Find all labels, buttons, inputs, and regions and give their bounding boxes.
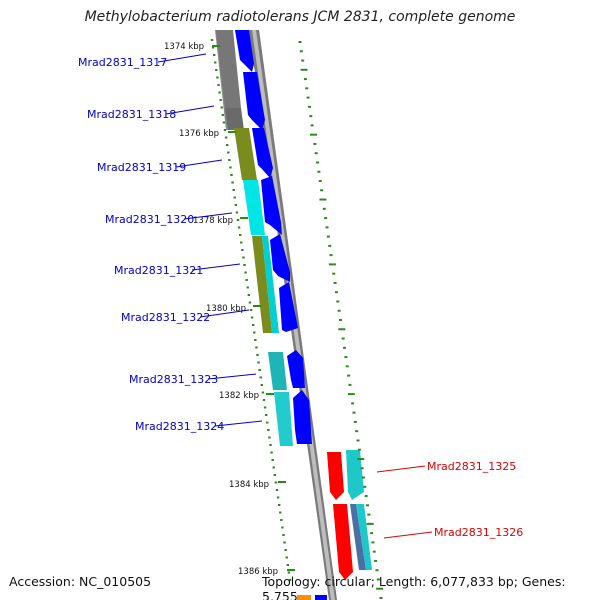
backbone-ruler-edge (256, 30, 337, 600)
gene-label-mrad2831-1325[interactable]: Mrad2831_1325 (427, 460, 516, 473)
gene-label-mrad2831-1324[interactable]: Mrad2831_1324 (135, 420, 224, 433)
gene-arrow-mrad2831-1324[interactable] (293, 390, 312, 444)
tick-label: 1386 kbp (238, 567, 278, 577)
gene-label-mrad2831-1317[interactable]: Mrad2831_1317 (78, 56, 167, 69)
label-leader-line (214, 420, 263, 427)
label-leader-line (207, 373, 257, 380)
cog-block-teal (346, 450, 364, 500)
cog-block-gray (225, 108, 244, 130)
cog-block-steelblue (350, 504, 366, 570)
gene-block-orange (297, 595, 311, 600)
tick-label: 1380 kbp (206, 304, 246, 314)
gene-arrow-mrad2831-1326[interactable] (333, 504, 353, 580)
gene-arrow-mrad2831-1325[interactable] (327, 452, 344, 500)
gene-labels: Mrad2831_1317 Mrad2831_1318 Mrad2831_1319 M… (78, 53, 523, 539)
label-leader-line (383, 531, 433, 539)
label-leader-line (157, 53, 207, 63)
gene-arrow-mrad2831-1321[interactable] (270, 234, 290, 282)
cog-block-gray (216, 30, 241, 108)
label-leader-line (191, 263, 241, 271)
accession-text: Accession: NC_010505 (9, 574, 152, 589)
map-title: Methylobacterium radiotolerans JCM 2831,… (84, 9, 516, 25)
gene-label-mrad2831-1326[interactable]: Mrad2831_1326 (434, 526, 523, 539)
gene-arrow-mrad2831-1319[interactable] (252, 128, 273, 178)
gc-skew-track (298, 41, 384, 599)
ruler-ticks: 1374 kbp 1376 kbp 1378 kbp 1380 kbp 1382 kbp… (164, 39, 295, 581)
gene-arrow-mrad2831-1318[interactable] (243, 72, 265, 130)
label-leader-line (199, 309, 250, 318)
label-leader-line (175, 159, 223, 168)
gene-arrow-mrad2831-1317[interactable] (235, 30, 254, 72)
cog-block-cyan (262, 236, 279, 333)
cog-block-olive (234, 128, 257, 180)
cog-block-cyan (243, 180, 265, 235)
label-leader-line (376, 465, 426, 473)
tick-label: 1376 kbp (179, 129, 219, 139)
topology-text: Topology: circular; Length: 6,077,833 bp… (262, 574, 566, 600)
gene-label-mrad2831-1320[interactable]: Mrad2831_1320 (105, 213, 194, 226)
gene-arrow-mrad2831-1323[interactable] (287, 350, 305, 388)
cog-block-olive (252, 236, 272, 333)
gene-arrow-mrad2831-1320[interactable] (261, 176, 282, 235)
label-leader-line (165, 105, 215, 115)
gene-label-mrad2831-1319[interactable]: Mrad2831_1319 (97, 161, 186, 174)
gene-label-mrad2831-1322[interactable]: Mrad2831_1322 (121, 311, 210, 324)
tick-label: 1378 kbp (193, 216, 233, 226)
label-leader-line (183, 212, 233, 220)
cog-block-teal (356, 504, 372, 570)
tick-label: 1382 kbp (219, 391, 259, 401)
tick-label: 1374 kbp (164, 42, 204, 52)
gene-label-mrad2831-1321[interactable]: Mrad2831_1321 (114, 264, 203, 277)
tick-label: 1384 kbp (229, 480, 269, 490)
gene-arrow-mrad2831-1322[interactable] (279, 282, 298, 332)
gene-label-mrad2831-1318[interactable]: Mrad2831_1318 (87, 108, 176, 121)
cog-block-cyan (274, 392, 293, 446)
gene-label-mrad2831-1323[interactable]: Mrad2831_1323 (129, 373, 218, 386)
gene-block-blue (315, 595, 327, 600)
cog-block-teal (268, 352, 287, 390)
